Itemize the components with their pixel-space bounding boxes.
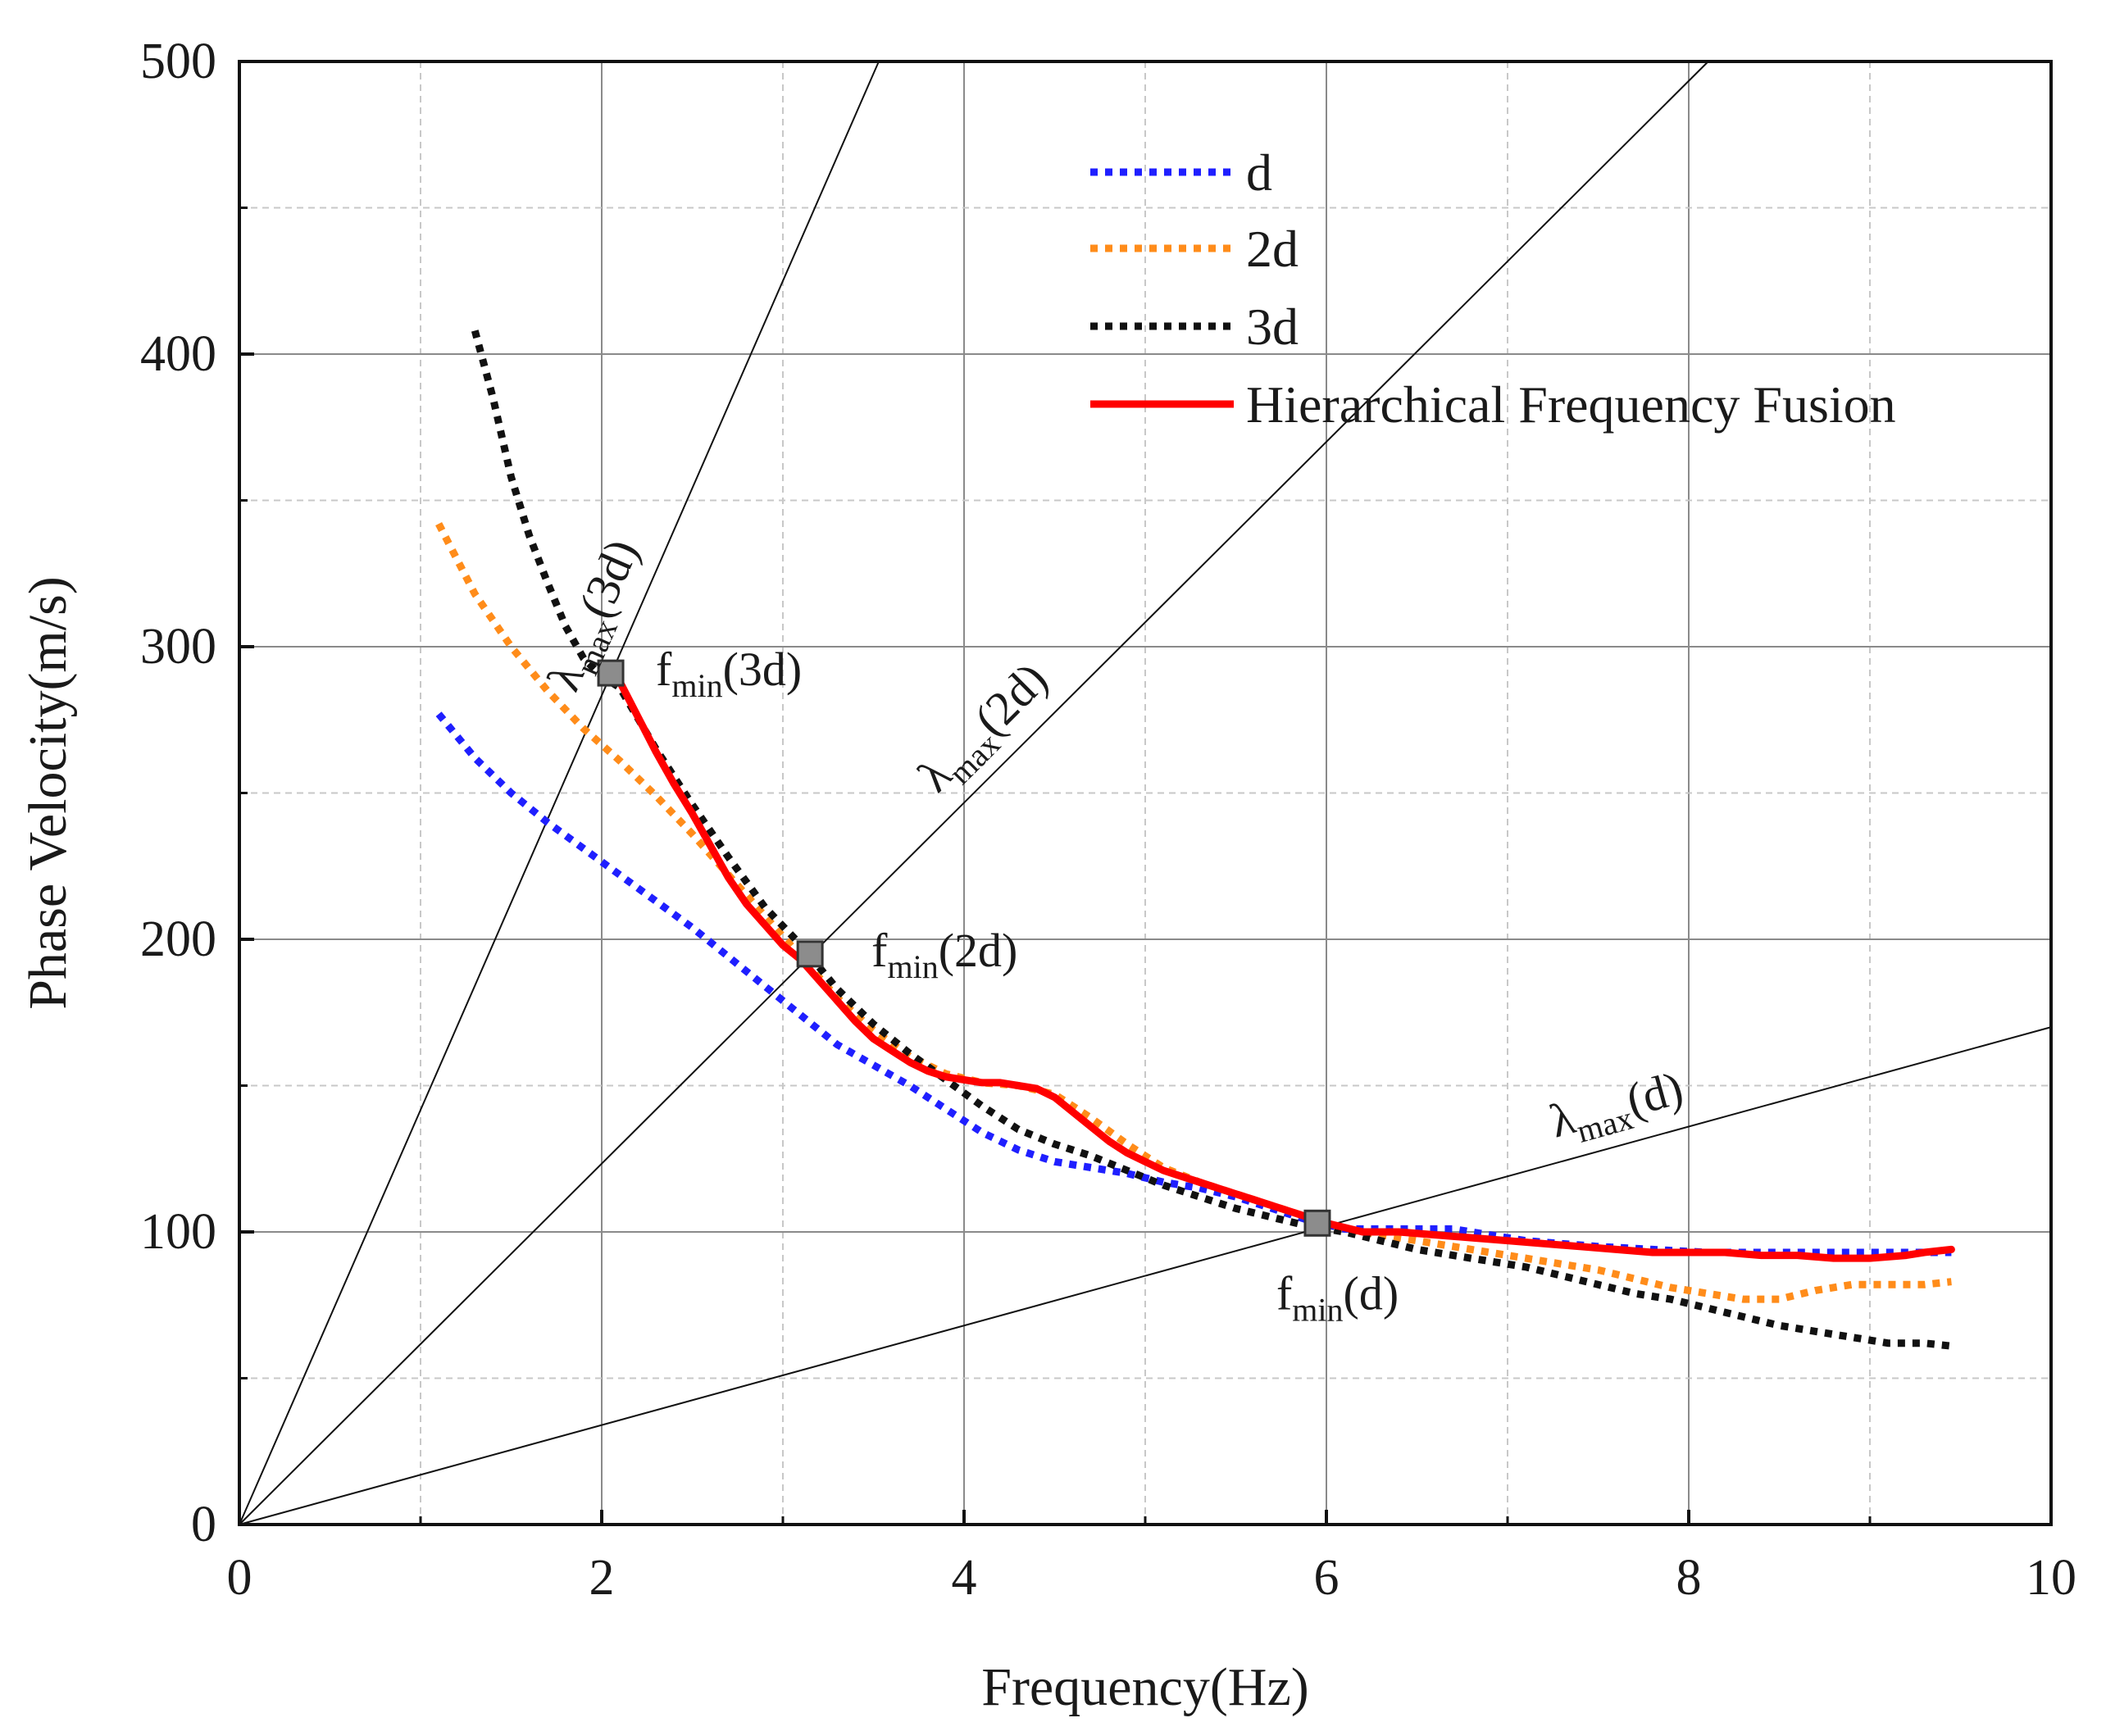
x-tick-label: 8 — [1676, 1550, 1702, 1606]
fmin-label: fmin(3d) — [656, 643, 802, 704]
series-line — [471, 329, 1952, 1350]
y-tick-label: 300 — [140, 619, 216, 675]
x-tick-label: 10 — [2026, 1550, 2076, 1606]
fmin-label: fmin(2d) — [871, 924, 1017, 985]
x-tick-label: 0 — [227, 1550, 252, 1606]
lambda-max-line — [239, 1026, 2052, 1525]
lambda-max-line — [239, 61, 880, 1525]
series-line — [616, 678, 1955, 1262]
x-tick-label: 4 — [952, 1550, 977, 1606]
fmin-marker — [597, 659, 625, 687]
lambda-max-label: λmax(d) — [1544, 1061, 1691, 1156]
legend-label: Hierarchical Frequency Fusion — [1246, 375, 1896, 434]
y-tick-label: 200 — [140, 911, 216, 967]
series-line — [435, 711, 1952, 1257]
fmin-markers — [597, 659, 1331, 1237]
fmin-marker — [796, 940, 824, 968]
x-tick-label: 2 — [589, 1550, 615, 1606]
reference-lines — [239, 61, 2052, 1525]
grid — [239, 61, 2051, 1525]
legend-label: d — [1246, 143, 1272, 202]
legend: d 2d 3d Hierarchical Frequency Fusion — [1090, 143, 1896, 434]
fmin-label: fmin(d) — [1276, 1266, 1399, 1328]
y-tick-label: 0 — [191, 1497, 216, 1552]
y-tick-label: 500 — [140, 34, 216, 89]
lambda-max-line — [239, 61, 1709, 1525]
legend-label: 3d — [1246, 298, 1299, 356]
fmin-marker — [1303, 1209, 1331, 1237]
annotations: λmax(3d) λmax(2d) λmax(d) fmin(3d) fmin(2d) f… — [536, 531, 1691, 1328]
y-tick-label: 400 — [140, 326, 216, 382]
y-axis-title: Phase Velocity(m/s) — [18, 576, 78, 1010]
legend-label: 2d — [1246, 220, 1299, 278]
lambda-max-label: λmax(3d) — [536, 531, 656, 701]
series-group — [435, 329, 1955, 1350]
lambda-max-label: λmax(2d) — [907, 652, 1063, 808]
x-axis-title: Frequency(Hz) — [981, 1657, 1308, 1717]
x-tick-label: 6 — [1314, 1550, 1340, 1606]
y-tick-label: 100 — [140, 1204, 216, 1260]
